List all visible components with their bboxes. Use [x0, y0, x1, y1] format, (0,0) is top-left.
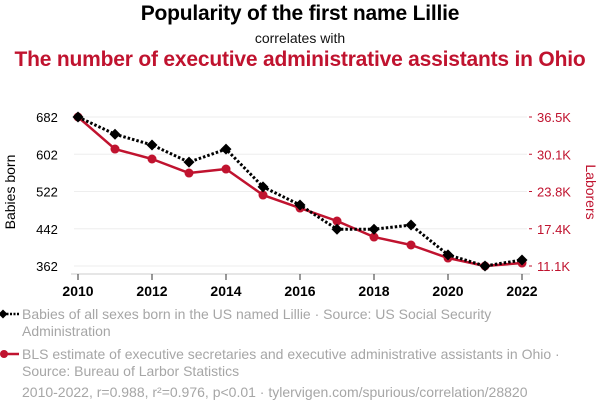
- footer-stats: 2010-2022, r=0.988, r²=0.976, p<0.01 · t…: [22, 384, 528, 400]
- gridlines: [74, 116, 527, 267]
- series-babies: [72, 111, 528, 272]
- y-tick-label-right: 30.1K: [537, 147, 571, 162]
- line-chart: 682 602 522 442 362 36.5K 30.1K 23.8K 17.4K 11.1…: [2, 110, 599, 299]
- y-tick-label-right: 11.1K: [537, 259, 570, 274]
- y-tick-label-right: 17.4K: [537, 222, 571, 237]
- data-point-babies: [220, 143, 232, 155]
- y-tick-label-right: 36.5K: [537, 110, 571, 125]
- legend-label-laborers: BLS estimate of executive secretaries an…: [22, 346, 560, 379]
- data-point-babies: [516, 254, 528, 266]
- x-tick-label: 2022: [506, 283, 537, 299]
- x-tick-label: 2020: [432, 283, 463, 299]
- x-tick-label: 2014: [210, 283, 241, 299]
- y-tick-label-left: 362: [36, 259, 58, 274]
- y-tick-label-left: 522: [36, 185, 58, 200]
- data-point-laborers: [369, 232, 379, 242]
- data-point-laborers: [258, 190, 268, 200]
- x-tick-label: 2012: [136, 283, 167, 299]
- data-point-babies: [294, 199, 306, 211]
- data-point-babies: [257, 181, 269, 193]
- data-point-babies: [479, 260, 491, 272]
- data-point-babies: [442, 249, 454, 261]
- x-axis-ticks: 2010 2012 2014 2016 2018 2020 2022: [62, 274, 538, 299]
- data-point-babies: [146, 139, 158, 151]
- data-point-laborers: [332, 216, 342, 226]
- y-tick-label-left: 682: [36, 110, 58, 125]
- x-tick-label: 2016: [284, 283, 315, 299]
- y-tick-label-left: 602: [36, 147, 58, 162]
- chart-subtitle: correlates with: [254, 30, 346, 46]
- legend-marker-babies-icon: [0, 309, 19, 319]
- y-tick-label-left: 442: [36, 222, 58, 237]
- legend-item-babies: Babies of all sexes born in the US named…: [0, 306, 562, 340]
- x-tick-label: 2018: [358, 283, 389, 299]
- y-axis-label-right: Laborers: [583, 164, 599, 219]
- x-tick-label: 2010: [62, 283, 93, 299]
- data-point-babies: [405, 219, 417, 231]
- legend-marker-laborers-icon: [0, 350, 19, 358]
- data-point-laborers: [110, 144, 120, 154]
- chart-title: Popularity of the first name Lillie: [140, 2, 460, 25]
- data-point-babies: [109, 128, 121, 140]
- data-point-babies: [331, 223, 343, 235]
- y-tick-label-right: 23.8K: [537, 185, 571, 200]
- data-point-laborers: [406, 240, 416, 250]
- data-point-babies: [183, 156, 195, 168]
- legend-item-laborers: BLS estimate of executive secretaries an…: [0, 346, 562, 380]
- data-point-babies: [72, 111, 84, 123]
- left-axis-ticks: 682 602 522 442 362: [36, 110, 58, 274]
- data-point-laborers: [147, 154, 157, 164]
- data-point-babies: [368, 223, 380, 235]
- data-point-laborers: [221, 164, 231, 174]
- data-point-laborers: [184, 168, 194, 178]
- legend-label-babies: Babies of all sexes born in the US named…: [22, 306, 492, 339]
- right-axis-ticks: 36.5K 30.1K 23.8K 17.4K 11.1K: [529, 110, 571, 274]
- y-axis-label-left: Babies born: [2, 155, 18, 230]
- chart-title-secondary: The number of executive administrative a…: [14, 48, 586, 71]
